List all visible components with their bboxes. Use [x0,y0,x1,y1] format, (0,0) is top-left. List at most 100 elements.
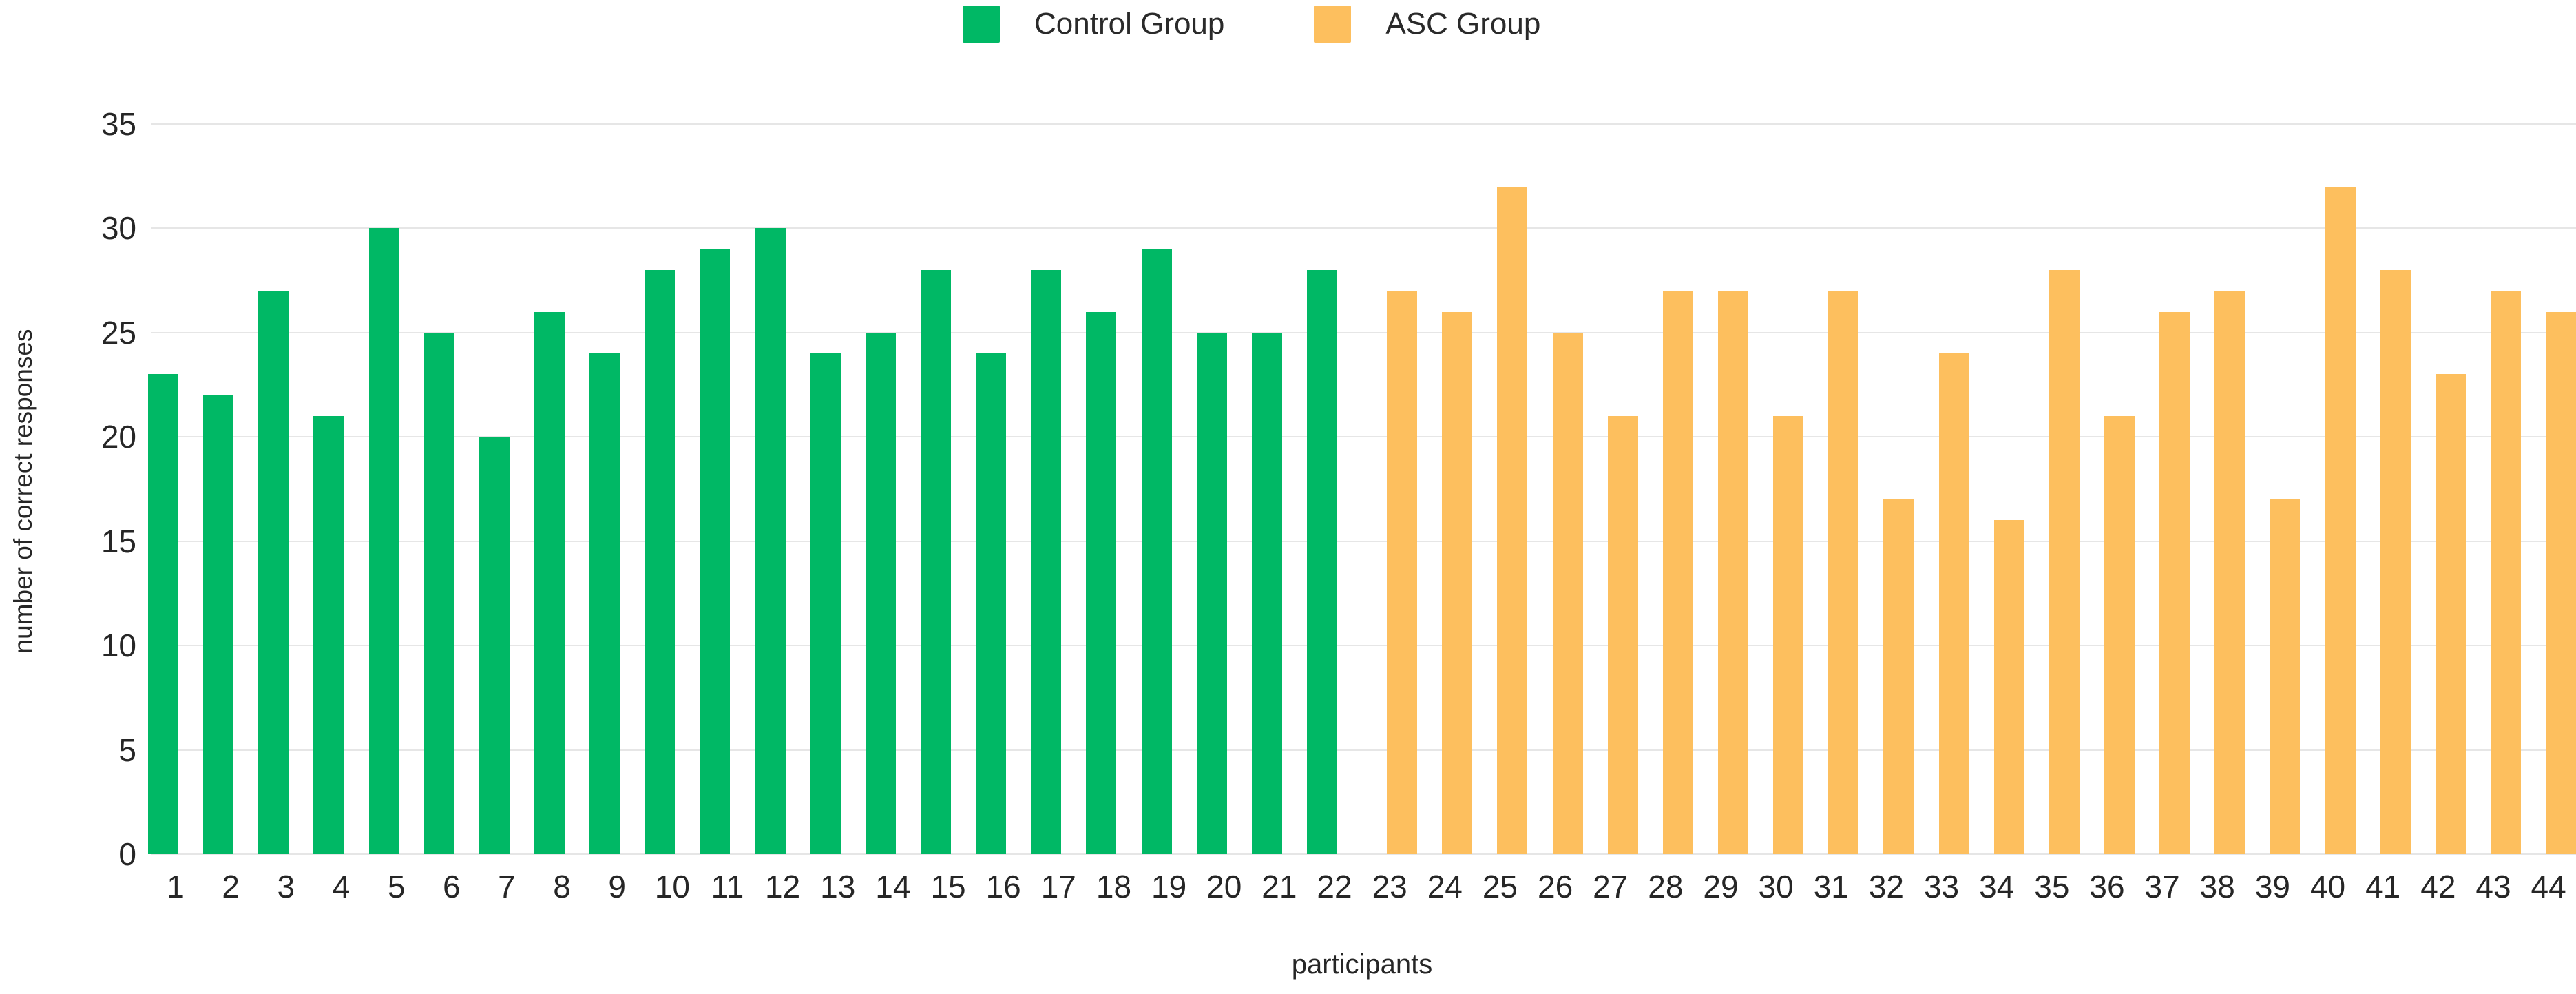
x-tick-label-25: 25 [1482,869,1518,904]
participant-slot-25: 25 [1472,124,1528,904]
x-tick-label-28: 28 [1648,869,1684,904]
participant-slot-18: 18 [1086,124,1141,904]
bar-participant-42 [2435,374,2466,854]
bar-participant-15 [921,270,952,854]
x-tick-label-18: 18 [1096,869,1132,904]
bar-participant-41 [2380,270,2411,854]
participant-slot-24: 24 [1417,124,1473,904]
y-tick-label: 30 [101,210,136,247]
participant-slot-37: 37 [2135,124,2190,904]
x-tick-label-1: 1 [167,869,185,904]
bar-participant-39 [2270,499,2301,854]
x-tick-label-34: 34 [1979,869,2015,904]
x-tick-label-31: 31 [1813,869,1849,904]
bar-participant-34 [1993,520,2024,854]
participant-slot-42: 42 [2411,124,2466,904]
bar-participant-17 [1031,270,1062,854]
bar-participant-12 [755,228,786,854]
x-tick-label-24: 24 [1427,869,1463,904]
participant-slot-41: 41 [2356,124,2411,904]
bar-participant-11 [700,249,731,854]
gridline-y-25 [151,331,2576,333]
bar-participant-30 [1773,416,1804,854]
bar-participant-14 [865,332,896,854]
bar-participant-33 [1938,353,1969,854]
participant-slot-14: 14 [865,124,921,904]
x-tick-label-29: 29 [1703,869,1739,904]
participant-slot-16: 16 [976,124,1031,904]
participant-slot-30: 30 [1748,124,1804,904]
bar-participant-35 [2049,270,2080,854]
x-tick-label-23: 23 [1372,869,1407,904]
x-tick-label-9: 9 [608,869,626,904]
gridline-y-35 [151,123,2576,125]
gridline-y-20 [151,436,2576,438]
participant-slot-9: 9 [589,124,645,904]
bar-participant-20 [1196,332,1227,854]
bar-participant-37 [2159,311,2190,854]
x-tick-label-44: 44 [2531,869,2566,904]
legend-item-control-group[interactable]: Control Group [963,6,1224,43]
bar-participant-36 [2104,416,2135,854]
bar-participant-2 [203,395,234,854]
participant-slot-43: 43 [2466,124,2521,904]
bar-participant-27 [1607,416,1638,854]
bar-participant-8 [534,311,565,854]
legend-label: Control Group [1034,7,1225,41]
gridline-y-15 [151,540,2576,542]
participant-slot-4: 4 [313,124,368,904]
x-tick-label-17: 17 [1040,869,1076,904]
bar-participant-28 [1662,291,1693,854]
participant-slot-13: 13 [810,124,866,904]
bars-container: 1 2 3 4 5 6 7 8 9 10 11 12 13 14 15 16 17 18 19 20 21 22 23 24 2… [148,124,2576,904]
x-tick-label-33: 33 [1923,869,1960,904]
gridline-y-5 [151,749,2576,751]
x-tick-label-26: 26 [1537,869,1573,904]
bar-participant-38 [2214,291,2245,854]
legend: Control Group ASC Group [963,6,1540,43]
participant-slot-31: 31 [1803,124,1859,904]
participant-slot-26: 26 [1528,124,1583,904]
bar-participant-32 [1883,499,1914,854]
bar-participant-24 [1442,311,1473,854]
participant-slot-15: 15 [921,124,976,904]
bar-participant-1 [148,374,179,854]
participant-slot-20: 20 [1196,124,1252,904]
x-tick-label-40: 40 [2310,869,2346,904]
x-tick-label-11: 11 [711,869,744,904]
participant-slot-34: 34 [1969,124,2024,904]
gridline-y-10 [151,645,2576,647]
participant-slot-23: 23 [1362,124,1418,904]
participant-slot-5: 5 [368,124,424,904]
y-tick-label: 35 [101,106,136,142]
x-axis-title: participants [1291,949,1433,980]
participant-slot-32: 32 [1858,124,1914,904]
x-tick-label-36: 36 [2089,869,2125,904]
y-tick-label: 25 [101,314,136,351]
participant-slot-39: 39 [2245,124,2301,904]
bar-participant-23 [1387,291,1418,854]
bar-participant-40 [2325,186,2356,854]
bar-participant-6 [423,332,454,854]
participant-slot-29: 29 [1693,124,1748,904]
x-tick-label-39: 39 [2254,869,2290,904]
x-tick-label-16: 16 [985,869,1021,904]
legend-item-asc-group[interactable]: ASC Group [1314,6,1540,43]
x-tick-label-10: 10 [654,869,690,904]
y-tick-label: 20 [101,419,136,455]
x-tick-label-35: 35 [2034,869,2070,904]
asc-group-swatch-icon [1314,6,1352,43]
participant-slot-3: 3 [258,124,313,904]
participant-slot-36: 36 [2080,124,2135,904]
participant-slot-10: 10 [645,124,700,904]
bar-participant-13 [810,353,841,854]
bar-participant-10 [645,270,676,854]
gridline-y-0 [151,853,2576,855]
participant-slot-11: 11 [700,124,755,904]
bar-participant-29 [1718,291,1748,854]
x-tick-label-6: 6 [442,869,461,904]
participant-slot-35: 35 [2024,124,2080,904]
y-tick-label: 0 [118,836,136,872]
participant-slot-28: 28 [1638,124,1693,904]
x-tick-label-37: 37 [2144,869,2180,904]
